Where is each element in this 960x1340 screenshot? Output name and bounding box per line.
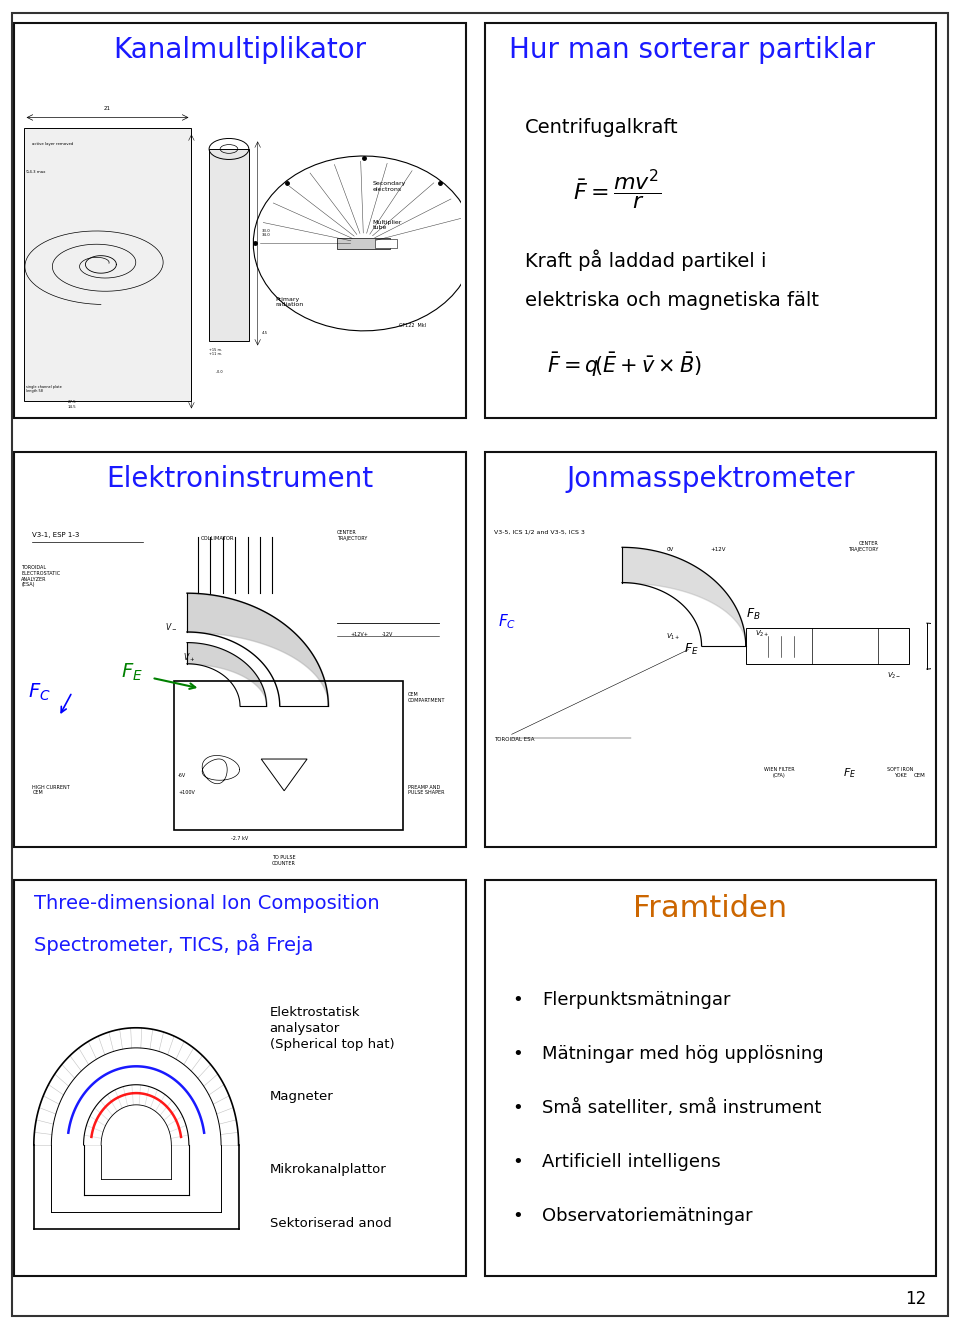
Text: TO PULSE
COUNTER: TO PULSE COUNTER xyxy=(273,855,296,866)
Text: HIGH CURRENT
CEM: HIGH CURRENT CEM xyxy=(33,784,70,796)
Bar xyxy=(485,880,936,1276)
Bar xyxy=(485,23,936,418)
Text: CEM: CEM xyxy=(914,773,925,777)
Text: -6V: -6V xyxy=(179,773,186,777)
Text: Kraft på laddad partikel i: Kraft på laddad partikel i xyxy=(525,249,766,272)
Text: Secondary
electrons: Secondary electrons xyxy=(372,181,406,192)
Bar xyxy=(14,23,466,418)
Text: -0.0: -0.0 xyxy=(209,370,223,374)
Text: 4.5: 4.5 xyxy=(262,331,268,335)
Text: -12V: -12V xyxy=(381,631,393,636)
Text: COLLIMATOR: COLLIMATOR xyxy=(202,536,234,541)
Text: •: • xyxy=(512,1152,523,1171)
Text: 12: 12 xyxy=(905,1290,926,1308)
Text: $F_C$: $F_C$ xyxy=(498,612,516,631)
Text: TOROIDAL ESA: TOROIDAL ESA xyxy=(494,737,535,742)
Text: elektriska och magnetiska fält: elektriska och magnetiska fält xyxy=(525,291,819,310)
Bar xyxy=(14,880,466,1276)
Bar xyxy=(485,452,936,847)
Text: $F_E$: $F_E$ xyxy=(843,766,856,780)
Text: Jonmasspektrometer: Jonmasspektrometer xyxy=(566,465,854,493)
Bar xyxy=(209,149,249,342)
Text: Elektroninstrument: Elektroninstrument xyxy=(107,465,373,493)
Text: single channel plate
length 58: single channel plate length 58 xyxy=(26,385,61,393)
Text: +12V: +12V xyxy=(710,547,726,552)
Text: Framtiden: Framtiden xyxy=(634,894,787,923)
Text: $V_+$: $V_+$ xyxy=(182,651,195,663)
Bar xyxy=(374,239,396,248)
Text: $\bar{F} = q\!\left(\bar{E} + \bar{v} \times \bar{B}\right)$: $\bar{F} = q\!\left(\bar{E} + \bar{v} \t… xyxy=(547,351,702,379)
Text: Kanalmultiplikator: Kanalmultiplikator xyxy=(113,36,367,64)
Text: CENTER
TRAJECTORY: CENTER TRAJECTORY xyxy=(337,531,368,541)
Text: +100V: +100V xyxy=(179,791,195,796)
Text: Multiplier
tube: Multiplier tube xyxy=(372,220,402,230)
Text: active layer removed: active layer removed xyxy=(33,142,74,146)
Text: 33.0
34.0: 33.0 34.0 xyxy=(262,229,271,237)
Text: CEM
COMPARTMENT: CEM COMPARTMENT xyxy=(408,691,445,702)
Text: $V_{2+}$: $V_{2+}$ xyxy=(755,628,769,639)
Bar xyxy=(14,452,466,847)
Text: TOROIDAL
ELECTROSTATIC
ANALYZER
(ESA): TOROIDAL ELECTROSTATIC ANALYZER (ESA) xyxy=(21,565,60,587)
Text: 0V: 0V xyxy=(666,547,674,552)
Text: Centrifugalkraft: Centrifugalkraft xyxy=(525,118,679,137)
Text: $F_B$: $F_B$ xyxy=(746,607,760,622)
Bar xyxy=(24,129,191,401)
Text: Mätningar med hög upplösning: Mätningar med hög upplösning xyxy=(542,1045,824,1063)
Text: V3-5, ICS 1/2 and V3-5, ICS 3: V3-5, ICS 1/2 and V3-5, ICS 3 xyxy=(494,529,585,535)
Text: WIEN FILTER
(CFA): WIEN FILTER (CFA) xyxy=(763,766,794,777)
Bar xyxy=(746,628,909,663)
Text: $\bar{F} = \dfrac{mv^2}{r}$: $\bar{F} = \dfrac{mv^2}{r}$ xyxy=(573,168,661,212)
Text: -2.7 kV: -2.7 kV xyxy=(231,836,249,842)
Text: $V_{2-}$: $V_{2-}$ xyxy=(887,671,901,681)
Text: Spectrometer, TICS, på Freja: Spectrometer, TICS, på Freja xyxy=(34,934,313,955)
Text: V3-1, ESP 1-3: V3-1, ESP 1-3 xyxy=(33,532,80,537)
Text: •: • xyxy=(512,1045,523,1063)
Text: Artificiell intelligens: Artificiell intelligens xyxy=(542,1152,721,1171)
Bar xyxy=(337,239,390,249)
Text: $V_-$: $V_-$ xyxy=(165,620,178,631)
Text: SOFT IRON
YOKE: SOFT IRON YOKE xyxy=(887,766,914,777)
Text: Flerpunktsmätningar: Flerpunktsmätningar xyxy=(542,992,731,1009)
Text: +12V+: +12V+ xyxy=(350,631,369,636)
Text: Mikrokanalplattor: Mikrokanalplattor xyxy=(270,1163,387,1175)
Text: 21: 21 xyxy=(104,106,111,111)
Text: Magneter: Magneter xyxy=(270,1091,333,1103)
Text: Sektoriserad anod: Sektoriserad anod xyxy=(270,1217,392,1230)
Text: PREAMP AND
PULSE SHAPER: PREAMP AND PULSE SHAPER xyxy=(408,784,444,796)
Text: $V_{1+}$: $V_{1+}$ xyxy=(666,632,681,642)
Text: +15 m.
+11 m.: +15 m. +11 m. xyxy=(209,348,222,356)
Text: CENTER
TRAJECTORY: CENTER TRAJECTORY xyxy=(848,541,878,552)
Text: Små satelliter, små instrument: Små satelliter, små instrument xyxy=(542,1099,822,1118)
Text: ∅4.3 max: ∅4.3 max xyxy=(26,170,45,174)
Text: $F_C$: $F_C$ xyxy=(28,681,51,702)
Text: $F_E$: $F_E$ xyxy=(684,642,699,657)
Text: $F_E$: $F_E$ xyxy=(121,662,143,683)
Text: •: • xyxy=(512,1099,523,1118)
Text: Hur man sorterar partiklar: Hur man sorterar partiklar xyxy=(509,36,875,64)
Text: Primary
radiation: Primary radiation xyxy=(276,296,303,307)
Text: •: • xyxy=(512,992,523,1009)
Text: Elektrostatisk
analysator
(Spherical top hat): Elektrostatisk analysator (Spherical top… xyxy=(270,1006,395,1051)
Text: CF122  MkI: CF122 MkI xyxy=(399,323,426,328)
Text: Three-dimensional Ion Composition: Three-dimensional Ion Composition xyxy=(34,894,379,913)
Bar xyxy=(174,681,403,829)
Text: 27.5
14.5: 27.5 14.5 xyxy=(68,401,77,409)
Text: •: • xyxy=(512,1207,523,1225)
Text: Observatoriemätningar: Observatoriemätningar xyxy=(542,1207,753,1225)
